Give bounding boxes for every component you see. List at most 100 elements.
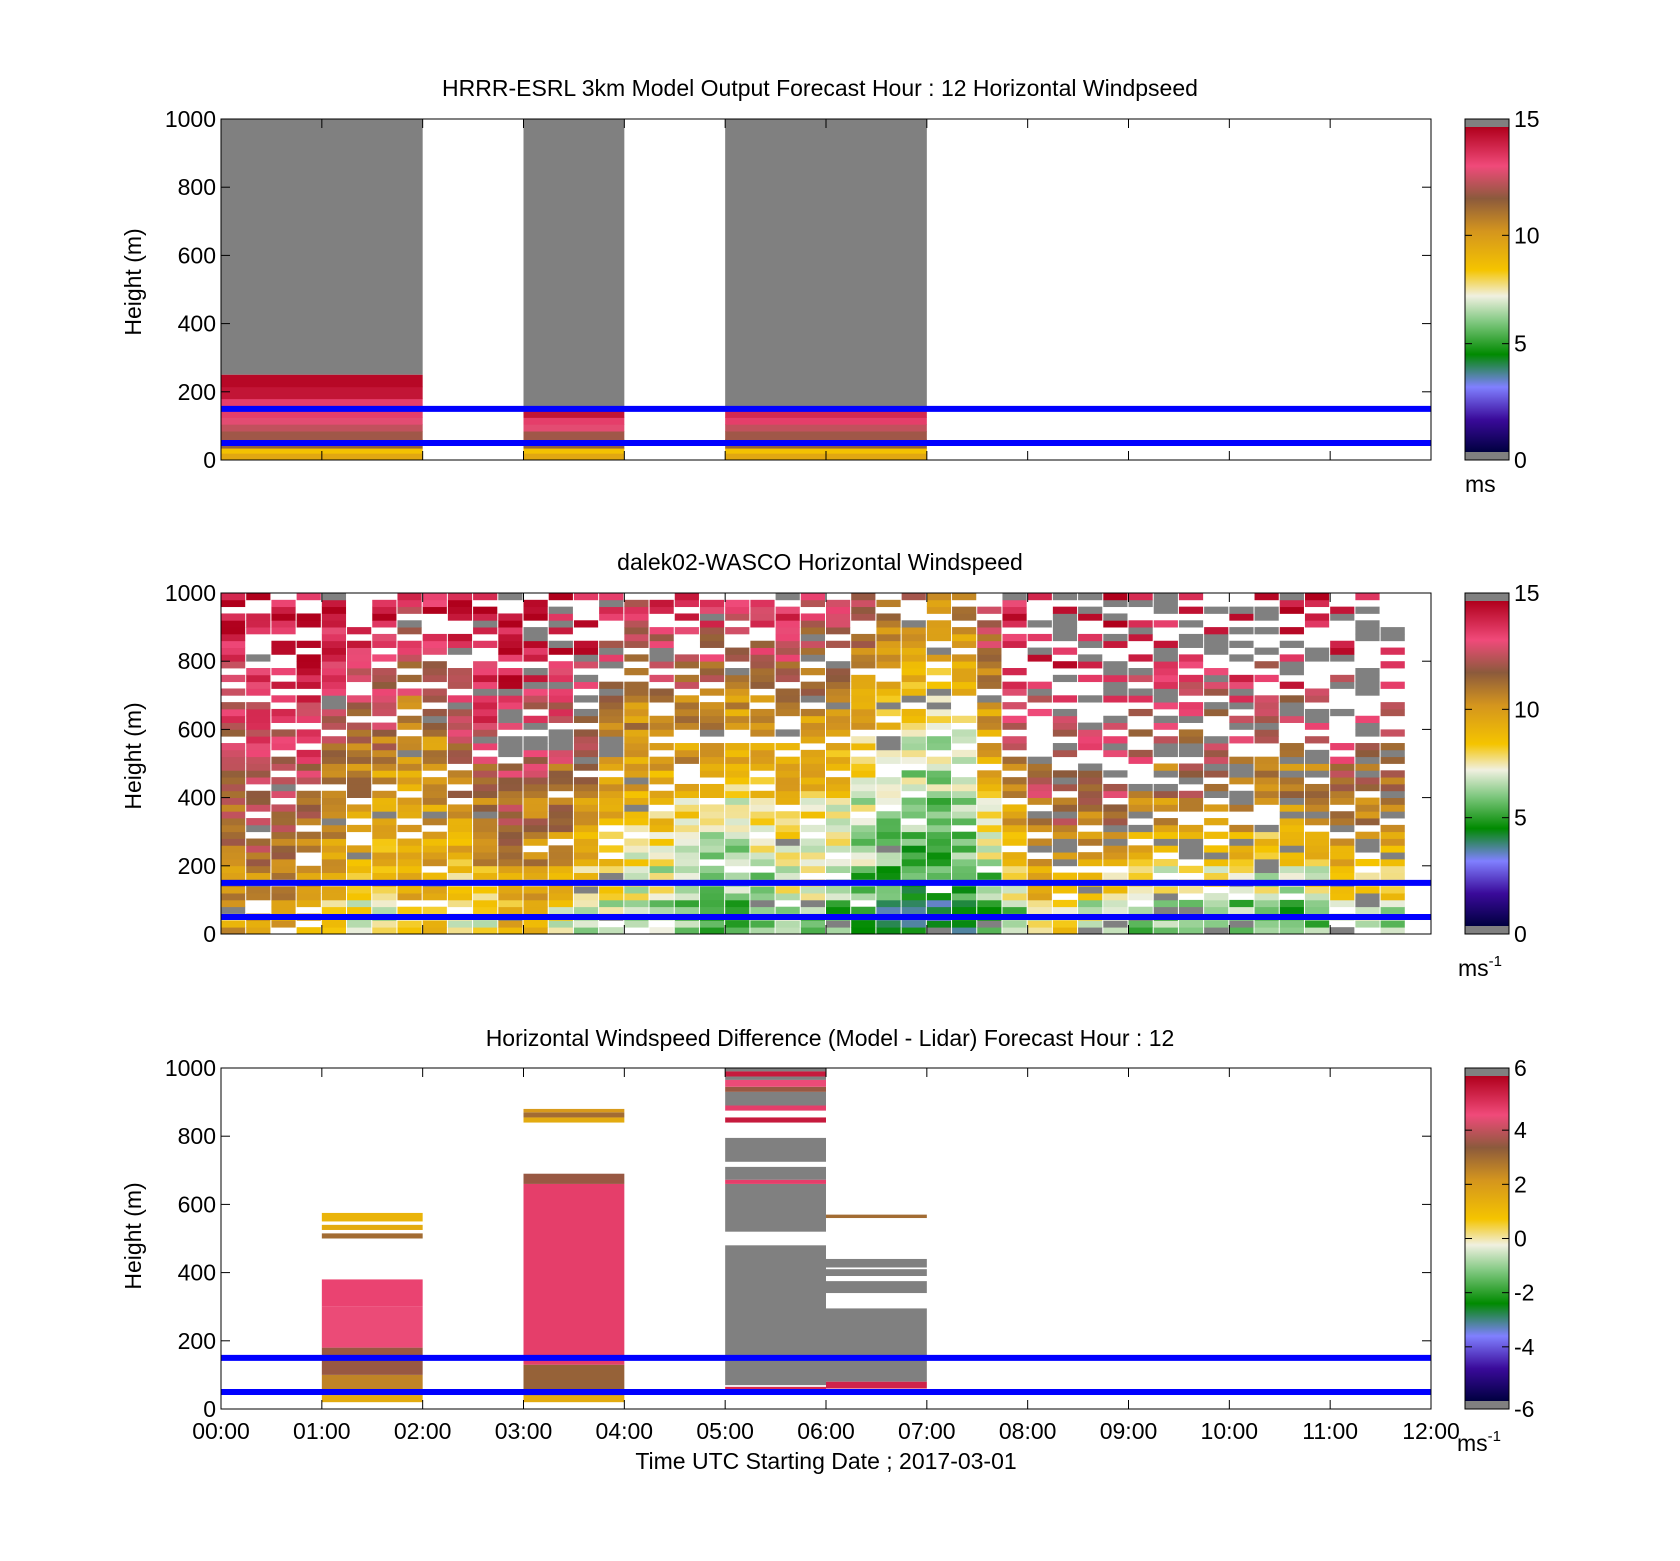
heatmap-cell: [498, 927, 523, 935]
heatmap-cell: [1355, 872, 1380, 880]
heatmap-cell: [800, 695, 825, 703]
heatmap-cell: [296, 695, 321, 703]
heatmap-cell: [1229, 627, 1254, 635]
colorbar-unit: ms-1: [1458, 953, 1502, 981]
heatmap-cell: [372, 599, 397, 608]
heatmap-cell: [977, 681, 1002, 689]
heatmap-cell: [699, 620, 725, 628]
heatmap-cell: [1380, 804, 1405, 812]
heatmap-cell: [372, 708, 397, 717]
heatmap-cell: [1304, 688, 1330, 696]
heatmap-cell: [674, 661, 699, 669]
heatmap-cell: [1052, 927, 1078, 935]
heatmap-cell: [1002, 920, 1027, 928]
y-tick-label: 200: [178, 853, 216, 879]
heatmap-cell: [649, 633, 674, 642]
heatmap-cell: [1279, 681, 1304, 689]
panel-model: HRRR-ESRL 3km Model Output Forecast Hour…: [120, 75, 1540, 497]
heatmap-cell: [447, 729, 473, 737]
heatmap-cell: [1128, 756, 1153, 764]
heatmap-cell: [1304, 620, 1330, 628]
heatmap-cell: [1178, 804, 1204, 812]
heatmap-cell: [1355, 838, 1380, 846]
heatmap-cell: [725, 838, 750, 846]
heatmap-cell: [221, 783, 246, 792]
missing-data-block: [725, 1137, 826, 1162]
heatmap-cell: [1254, 627, 1279, 635]
heatmap-cell: [372, 824, 397, 833]
heatmap-cell: [775, 668, 800, 676]
heatmap-cell: [296, 613, 321, 621]
heatmap-cell: [523, 1183, 625, 1365]
heatmap-cell: [221, 770, 246, 778]
heatmap-cell: [1078, 920, 1103, 928]
heatmap-cell: [977, 872, 1002, 880]
heatmap-cell: [977, 783, 1002, 792]
heatmap-cell: [221, 831, 246, 839]
colorbar-tick-label: 15: [1514, 580, 1540, 606]
heatmap-cell: [977, 695, 1002, 703]
heatmap-cell: [498, 886, 523, 894]
heatmap-cell: [725, 424, 927, 432]
heatmap-cell: [750, 845, 775, 853]
heatmap-cell: [321, 756, 347, 764]
heatmap-cell: [1304, 749, 1330, 758]
heatmap-cell: [800, 886, 825, 894]
heatmap-cell: [1153, 715, 1178, 723]
heatmap-cell: [397, 627, 422, 635]
heatmap-cell: [1304, 770, 1330, 778]
heatmap-cell: [1279, 858, 1304, 867]
heatmap-cell: [624, 627, 649, 635]
heatmap-cell: [246, 872, 271, 880]
heatmap-cell: [1254, 845, 1279, 853]
heatmap-cell: [321, 640, 347, 648]
heatmap-cell: [498, 872, 523, 880]
heatmap-cell: [851, 797, 876, 805]
heatmap-cell: [1153, 593, 1178, 601]
heatmap-cell: [725, 708, 750, 717]
heatmap-cell: [1153, 838, 1178, 846]
heatmap-cell: [952, 633, 977, 642]
heatmap-cell: [876, 777, 901, 785]
heatmap-cell: [1204, 852, 1229, 860]
heatmap-cell: [473, 743, 498, 751]
heatmap-cell: [523, 852, 548, 860]
heatmap-cell: [926, 899, 952, 908]
heatmap-cell: [422, 852, 447, 860]
heatmap-cell: [422, 688, 447, 696]
heatmap-cell: [1052, 708, 1078, 717]
heatmap-cell: [674, 743, 699, 751]
heatmap-cell: [573, 783, 599, 792]
heatmap-cell: [221, 715, 246, 723]
colorbar-tick-label: -6: [1514, 1396, 1534, 1422]
heatmap-cell: [1052, 620, 1078, 628]
heatmap-cell: [1078, 770, 1103, 778]
heatmap-cell: [1153, 674, 1178, 683]
heatmap-cell: [1103, 715, 1128, 723]
heatmap-cell: [901, 811, 926, 819]
heatmap-cell: [901, 831, 926, 839]
heatmap-cell: [372, 640, 397, 648]
heatmap-cell: [498, 708, 523, 717]
heatmap-cell: [246, 858, 271, 867]
heatmap-cell: [372, 688, 397, 696]
heatmap-cell: [750, 872, 775, 880]
heatmap-cell: [473, 593, 498, 601]
heatmap-cell: [977, 627, 1002, 635]
heatmap-cell: [800, 858, 825, 867]
heatmap-cell: [926, 831, 952, 839]
heatmap-cell: [523, 865, 548, 874]
heatmap-cell: [851, 654, 876, 662]
heatmap-cell: [271, 783, 296, 792]
heatmap-cell: [977, 749, 1002, 758]
heatmap-cell: [1027, 620, 1052, 628]
heatmap-cell: [750, 927, 775, 935]
heatmap-cell: [397, 715, 422, 723]
heatmap-cell: [548, 756, 573, 764]
heatmap-cell: [599, 886, 624, 894]
unit-superscript: -1: [1489, 953, 1502, 970]
heatmap-cell: [523, 763, 548, 771]
heatmap-cell: [1153, 804, 1178, 812]
heatmap-cell: [347, 722, 372, 730]
heatmap-cell: [271, 777, 296, 785]
